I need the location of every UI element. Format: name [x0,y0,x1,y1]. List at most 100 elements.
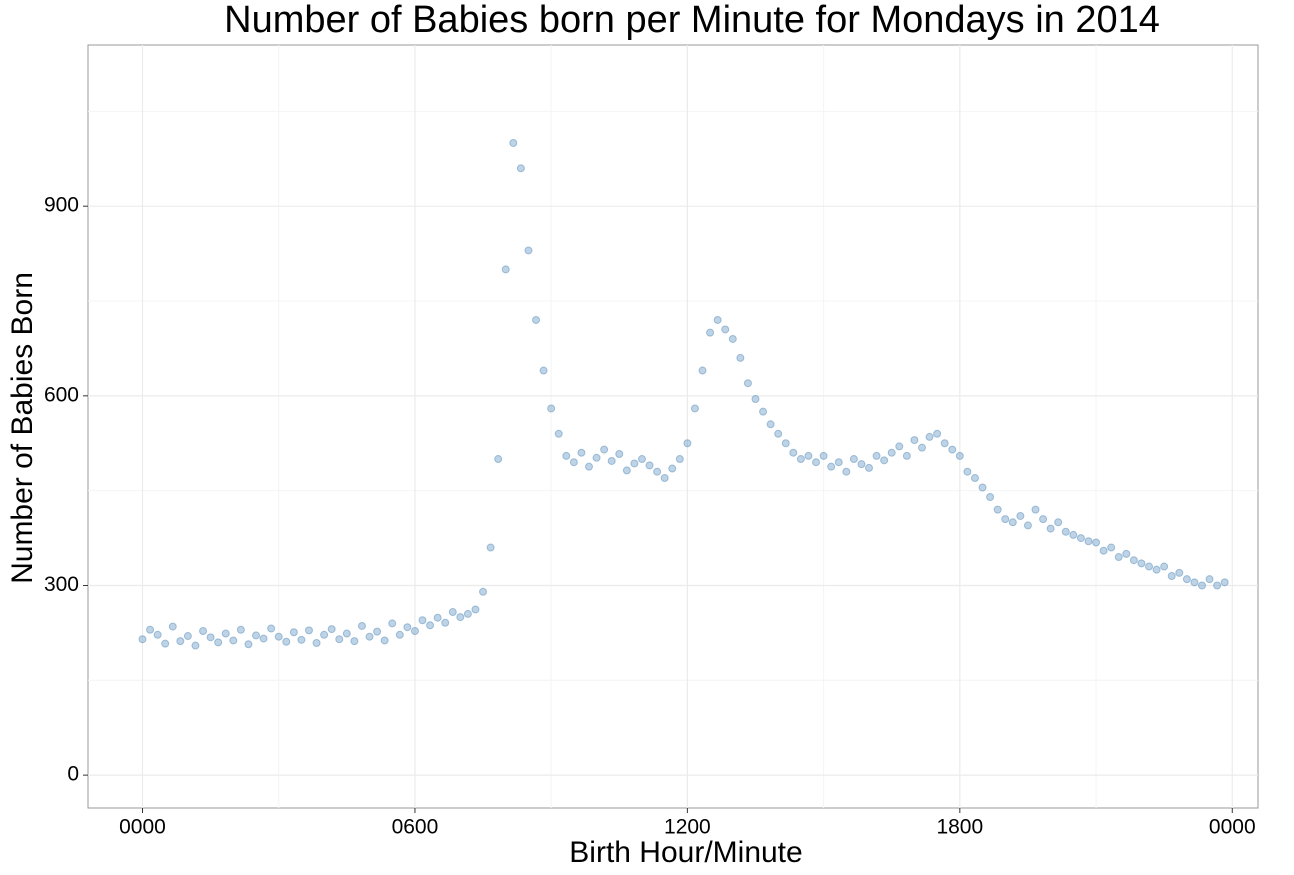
point [970,474,979,483]
point [842,467,851,476]
point [872,451,881,460]
point [1175,568,1184,577]
point [176,637,185,646]
point [751,395,760,404]
point [660,474,669,483]
point [1122,549,1131,558]
x-tick-label: 0000 [1209,816,1256,839]
point [501,265,510,274]
point [880,456,889,465]
point [759,407,768,416]
point [327,625,336,634]
point [622,466,631,475]
point [668,464,677,473]
point [781,439,790,448]
point [244,640,253,649]
point [834,458,843,467]
point [320,630,329,639]
point [736,353,745,362]
point [1205,575,1214,584]
point [524,246,533,255]
point [1107,543,1116,552]
point [335,635,344,644]
point [713,315,722,324]
point [494,455,503,464]
point [1069,530,1078,539]
point [683,439,692,448]
point [857,460,866,469]
point [1016,511,1025,520]
point [433,613,442,622]
point [849,455,858,464]
point [509,138,518,147]
point [448,608,457,617]
point [1145,562,1154,571]
point [380,636,389,645]
point [554,429,563,438]
point [426,621,435,630]
point [812,458,821,467]
point [168,622,177,631]
point [1220,578,1229,587]
point [1084,537,1093,546]
point [1008,518,1017,527]
point [289,628,298,637]
points [138,138,1229,650]
point [774,429,783,438]
point [653,467,662,476]
point [471,605,480,614]
point [1114,553,1123,562]
point [865,463,874,472]
x-tick-label: 0600 [392,816,439,839]
point [925,432,934,441]
point [637,455,646,464]
point [1167,572,1176,581]
point [1182,575,1191,584]
point [1054,518,1063,527]
point [993,505,1002,514]
point [153,630,162,639]
point [403,623,412,632]
point [1031,505,1040,514]
point [456,613,465,622]
grid [88,45,1258,808]
point [562,451,571,460]
point [1046,524,1055,533]
point [342,629,351,638]
point [940,439,949,448]
point [304,626,313,635]
point [395,630,404,639]
point [516,164,525,173]
point [1197,581,1206,590]
point [1213,581,1222,590]
point [978,483,987,492]
point [282,637,291,646]
point [1092,538,1101,547]
plot-panel [87,44,1259,809]
point [365,632,374,641]
point [1099,546,1108,555]
point [902,451,911,460]
point [191,641,200,650]
point [547,404,556,413]
x-tick-label: 1200 [664,816,711,839]
point [229,636,238,645]
point [675,455,684,464]
point [418,616,427,625]
point [789,448,798,457]
point [252,631,261,640]
point [267,624,276,633]
point [728,334,737,343]
point [804,451,813,460]
point [1061,527,1070,536]
point [698,366,707,375]
point [917,443,926,452]
point [1039,515,1048,524]
point [743,379,752,388]
y-tick-label: 300 [44,573,79,596]
point [887,448,896,457]
point [615,449,624,458]
